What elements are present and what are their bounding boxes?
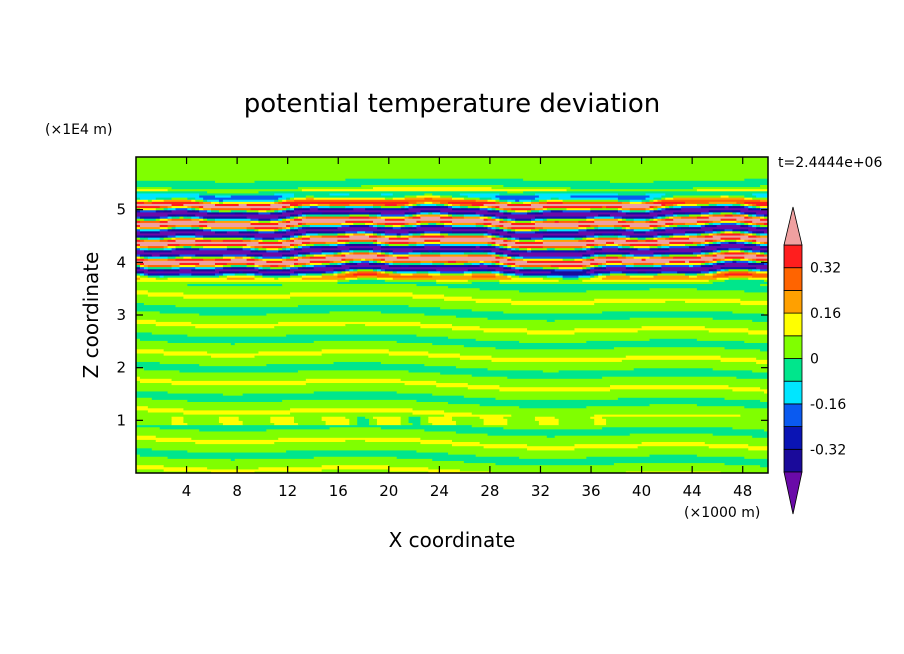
colorbar-label: -0.32 [810,442,846,458]
x-tick-label: 16 [329,482,348,500]
x-tick-label: 12 [278,482,297,500]
x-tick-label: 36 [581,482,600,500]
colorbar-label: -0.16 [810,397,846,413]
colorbar-band [783,312,803,337]
colorbar-band [783,289,803,314]
x-tick-label: 44 [683,482,702,500]
x-tick-label: 4 [182,482,192,500]
colorbar-band [783,267,803,291]
time-label: t=2.4444e+06 [778,155,882,171]
x-axis-label: X coordinate [389,528,516,552]
colorbar-label: 0.32 [810,261,841,277]
x-tick-label: 8 [232,482,242,500]
colorbar: 0.32 0.16 0 -0.16 -0.32 [783,206,846,515]
colorbar-extend-top [783,206,803,246]
y-tick-label: 2 [116,359,126,377]
x-tick-label: 20 [379,482,398,500]
colorbar-band [783,448,803,473]
x-tick-label: 28 [480,482,499,500]
colorbar-band [783,335,803,359]
colorbar-band [783,403,803,427]
x-tick-label: 24 [430,482,449,500]
colorbar-band [783,426,803,450]
y-tick-label: 5 [116,201,126,219]
contour-field [136,157,768,473]
y-tick-label: 4 [116,253,126,271]
colorbar-label: 0.16 [810,306,841,322]
x-tick-label: 40 [632,482,651,500]
y-axis-label: Z coordinate [79,252,103,379]
x-tick-label: 48 [733,482,752,500]
y-tick-label: 3 [116,306,126,324]
y-ticks: 1 2 3 4 5 [116,201,768,429]
colorbar-extend-bottom [783,471,803,515]
chart-title: potential temperature deviation [244,89,660,119]
colorbar-band [783,380,803,405]
colorbar-label: 0 [810,352,819,368]
colorbar-band [783,358,803,382]
x-tick-label: 32 [531,482,550,500]
colorbar-band [783,244,803,269]
y-tick-label: 1 [116,411,126,429]
x-ticks: 4 8 12 16 20 24 28 32 36 40 44 48 [182,157,752,500]
x-unit-label: (×1000 m) [684,505,760,521]
y-unit-label: (×1E4 m) [45,122,112,138]
